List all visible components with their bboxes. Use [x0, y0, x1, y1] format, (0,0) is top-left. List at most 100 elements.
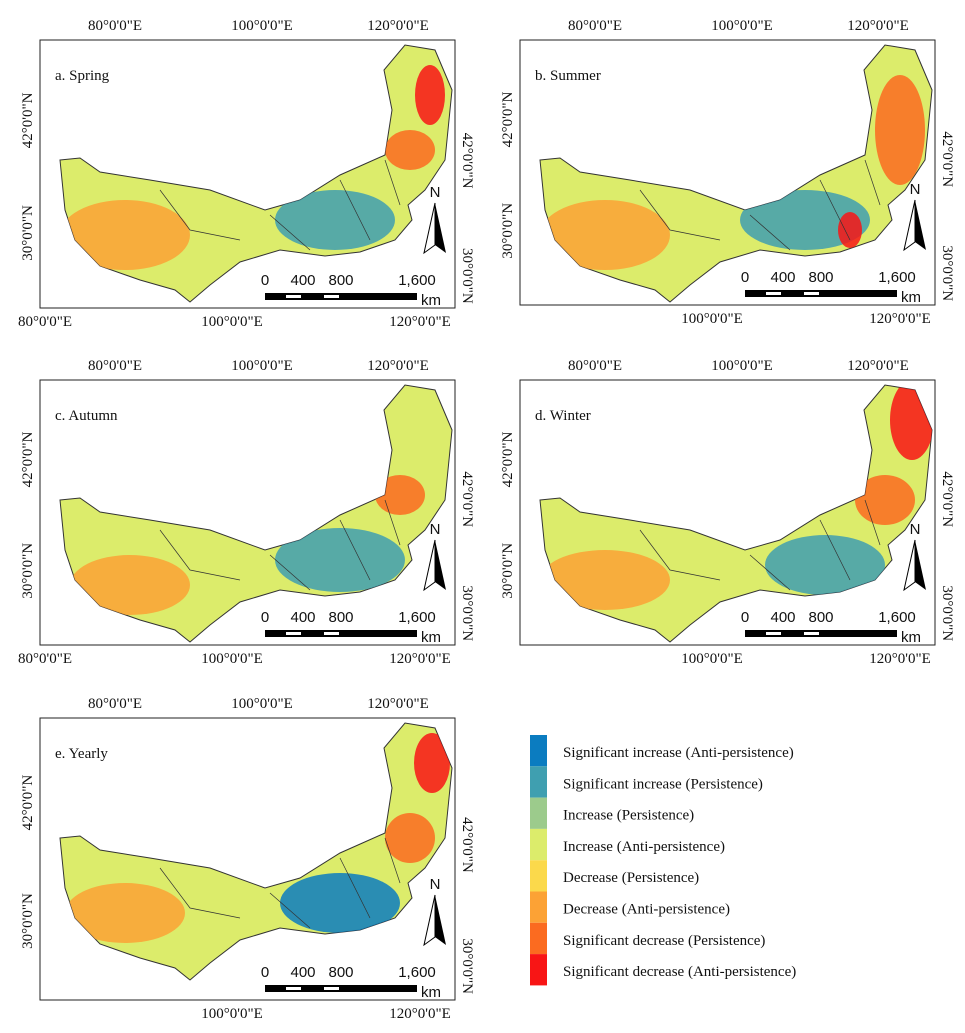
longitude-label: 120°0'0"E	[869, 651, 931, 667]
longitude-label: 120°0'0"E	[389, 1006, 451, 1022]
scale-label: 0	[261, 609, 269, 626]
legend-swatch	[530, 735, 547, 767]
map-patch	[70, 555, 190, 615]
longitude-label: 120°0'0"E	[847, 18, 909, 34]
latitude-label: 42°0'0"N	[939, 471, 955, 527]
latitude-label: 30°0'0"N	[20, 543, 36, 599]
panel-title: e. Yearly	[55, 746, 108, 762]
patches	[70, 475, 425, 615]
latitude-label: 30°0'0"N	[500, 543, 516, 599]
longitude-label: 80°0'0"E	[568, 18, 622, 34]
scale-bar	[745, 630, 897, 637]
boundary-line	[639, 499, 881, 591]
map-patch	[275, 190, 395, 250]
map-patch	[415, 65, 445, 125]
boundary-line	[159, 837, 401, 929]
legend-swatch	[530, 860, 547, 892]
map-panel: d. Winter 80°0'0"E 100°0'0"E 120°0'0"E 100°0…	[500, 358, 955, 667]
latitude-label: 30°0'0"N	[459, 585, 475, 641]
map-patch	[375, 475, 425, 515]
scale-label: 800	[328, 964, 353, 981]
north-label: N	[430, 521, 441, 538]
north-arrow	[435, 895, 446, 945]
legend-label: Increase (Persistence)	[563, 808, 694, 824]
scale-bar-white	[286, 632, 301, 635]
latitude-label: 42°0'0"N	[459, 133, 475, 189]
scale-label: 1,600	[398, 964, 436, 981]
latitude-label: 42°0'0"N	[939, 131, 955, 187]
scale-label: 400	[290, 964, 315, 981]
map-patch	[838, 212, 862, 248]
scale-unit: km	[421, 292, 441, 309]
latitude-label: 42°0'0"N	[500, 432, 516, 488]
longitude-label: 100°0'0"E	[231, 696, 293, 712]
latitude-label: 42°0'0"N	[20, 432, 36, 488]
longitude-label: 120°0'0"E	[869, 311, 931, 327]
legend-swatch	[530, 766, 547, 798]
latitude-label: 30°0'0"N	[459, 248, 475, 304]
panel-title: c. Autumn	[55, 408, 118, 424]
map-panel: c. Autumn 80°0'0"E 100°0'0"E 120°0'0"E 80°0'…	[18, 358, 475, 667]
scale-label: 1,600	[878, 609, 916, 626]
scale-label: 0	[261, 964, 269, 981]
north-arrow	[435, 540, 446, 590]
boundary-line	[159, 499, 401, 591]
legend-label: Decrease (Anti-persistence)	[563, 902, 730, 918]
scale-bar-white	[324, 295, 339, 298]
scale-label: 400	[290, 272, 315, 289]
scale-unit: km	[901, 289, 921, 306]
longitude-label: 120°0'0"E	[389, 651, 451, 667]
scale-label: 1,600	[878, 269, 916, 286]
longitude-label: 80°0'0"E	[18, 314, 72, 330]
scale-bar-white	[324, 632, 339, 635]
latitude-label: 30°0'0"N	[939, 245, 955, 301]
scale-bar	[265, 293, 417, 300]
scale-label: 1,600	[398, 609, 436, 626]
north-label: N	[430, 876, 441, 893]
scale-label: 400	[290, 609, 315, 626]
scale-label: 800	[808, 609, 833, 626]
patches	[60, 65, 445, 270]
north-label: N	[910, 521, 921, 538]
map-patch	[855, 475, 915, 525]
scale-label: 0	[741, 609, 749, 626]
latitude-label: 30°0'0"N	[459, 938, 475, 994]
legend-label: Decrease (Persistence)	[563, 870, 699, 886]
scale-label: 1,600	[398, 272, 436, 289]
legend-swatch	[530, 954, 547, 986]
longitude-label: 120°0'0"E	[367, 696, 429, 712]
legend-label: Significant decrease (Persistence)	[563, 933, 765, 949]
boundary-line	[639, 159, 881, 251]
scale-bar	[745, 290, 897, 297]
north-arrow	[435, 203, 446, 253]
longitude-label: 100°0'0"E	[711, 18, 773, 34]
north-arrow	[915, 540, 926, 590]
legend-label: Increase (Anti-persistence)	[563, 839, 725, 855]
scale-label: 0	[261, 272, 269, 289]
map-patch	[540, 200, 670, 270]
longitude-label: 120°0'0"E	[389, 314, 451, 330]
map-panel: a. Spring 80°0'0"E 100°0'0"E 120°0'0"E 80°0'…	[18, 18, 475, 330]
scale-bar-white	[804, 632, 819, 635]
north-arrow	[915, 200, 926, 250]
scale-label: 800	[328, 272, 353, 289]
map-patch	[385, 813, 435, 863]
longitude-label: 80°0'0"E	[88, 358, 142, 374]
scale-bar	[265, 985, 417, 992]
scale-bar-white	[286, 295, 301, 298]
latitude-label: 30°0'0"N	[20, 893, 36, 949]
map-patch	[65, 883, 185, 943]
scale-label: 800	[328, 609, 353, 626]
scale-label: 0	[741, 269, 749, 286]
longitude-label: 100°0'0"E	[711, 358, 773, 374]
longitude-label: 100°0'0"E	[231, 358, 293, 374]
longitude-label: 100°0'0"E	[231, 18, 293, 34]
scale-bar-white	[766, 632, 781, 635]
scale-unit: km	[901, 629, 921, 646]
latitude-label: 42°0'0"N	[500, 92, 516, 148]
latitude-label: 42°0'0"N	[459, 817, 475, 873]
legend-swatch	[530, 891, 547, 923]
legend-label: Significant increase (Persistence)	[563, 776, 763, 792]
latitude-label: 42°0'0"N	[459, 471, 475, 527]
map-patch	[275, 528, 405, 592]
